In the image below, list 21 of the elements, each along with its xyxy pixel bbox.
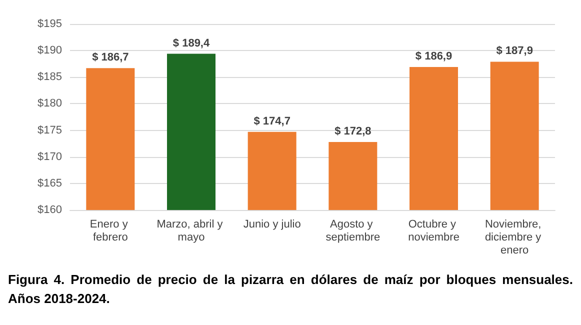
data-label: $ 174,7: [254, 115, 290, 128]
x-tick-label: Noviembre, diciembre y enero: [484, 218, 544, 256]
x-tick-label: Agosto y septiembre: [326, 218, 380, 244]
y-tick-label: $165: [38, 177, 62, 190]
y-tick-label: $180: [38, 98, 62, 110]
data-label: $ 189,4: [172, 37, 210, 50]
y-tick-label: $175: [38, 124, 62, 136]
x-tick-label: Enero y febrero: [90, 218, 131, 244]
x-tick-label: Junio y julio: [243, 218, 301, 230]
text: Figura 4. Promedio de precio de la pizarra en dólares de maíz por bloques mensuales. Años 2018-2024.: [8, 271, 573, 308]
y-tick-label: $195: [38, 18, 62, 30]
y-tick-label: $185: [38, 71, 62, 84]
y-tick-label: $170: [38, 150, 62, 163]
data-label: $ 172,8: [334, 125, 372, 138]
x-tick-label: Marzo, abril y mayo: [156, 218, 226, 244]
data-label: $ 186,7: [92, 52, 129, 64]
data-label: $ 187,9: [496, 45, 533, 58]
x-tick-label: Octubre y noviembre: [408, 218, 460, 244]
y-tick-label: $160: [38, 204, 62, 216]
y-tick-label: $190: [38, 44, 62, 57]
data-label: $ 186,9: [415, 50, 452, 63]
